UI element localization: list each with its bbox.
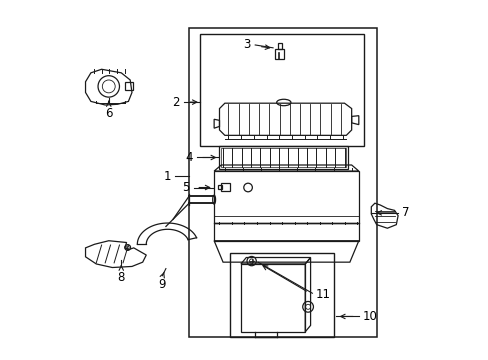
Text: 1: 1	[163, 170, 171, 183]
Bar	[221, 148, 346, 167]
Text: 5: 5	[182, 181, 189, 194]
Bar	[200, 33, 364, 146]
Bar	[189, 28, 376, 337]
Text: 9: 9	[158, 278, 165, 291]
Text: 4: 4	[185, 151, 193, 164]
Text: 11: 11	[315, 288, 330, 301]
Bar	[274, 49, 283, 59]
Bar	[277, 43, 282, 49]
Text: 3: 3	[243, 38, 250, 51]
Text: 6: 6	[105, 108, 112, 121]
Text: 8: 8	[117, 271, 125, 284]
Text: 10: 10	[363, 310, 377, 323]
Bar	[221, 183, 230, 192]
Bar	[219, 146, 347, 169]
Bar	[241, 264, 305, 332]
Bar	[230, 253, 333, 337]
Bar	[124, 82, 132, 90]
Bar	[217, 185, 222, 189]
Text: 2: 2	[172, 96, 179, 109]
Text: 7: 7	[401, 206, 408, 219]
